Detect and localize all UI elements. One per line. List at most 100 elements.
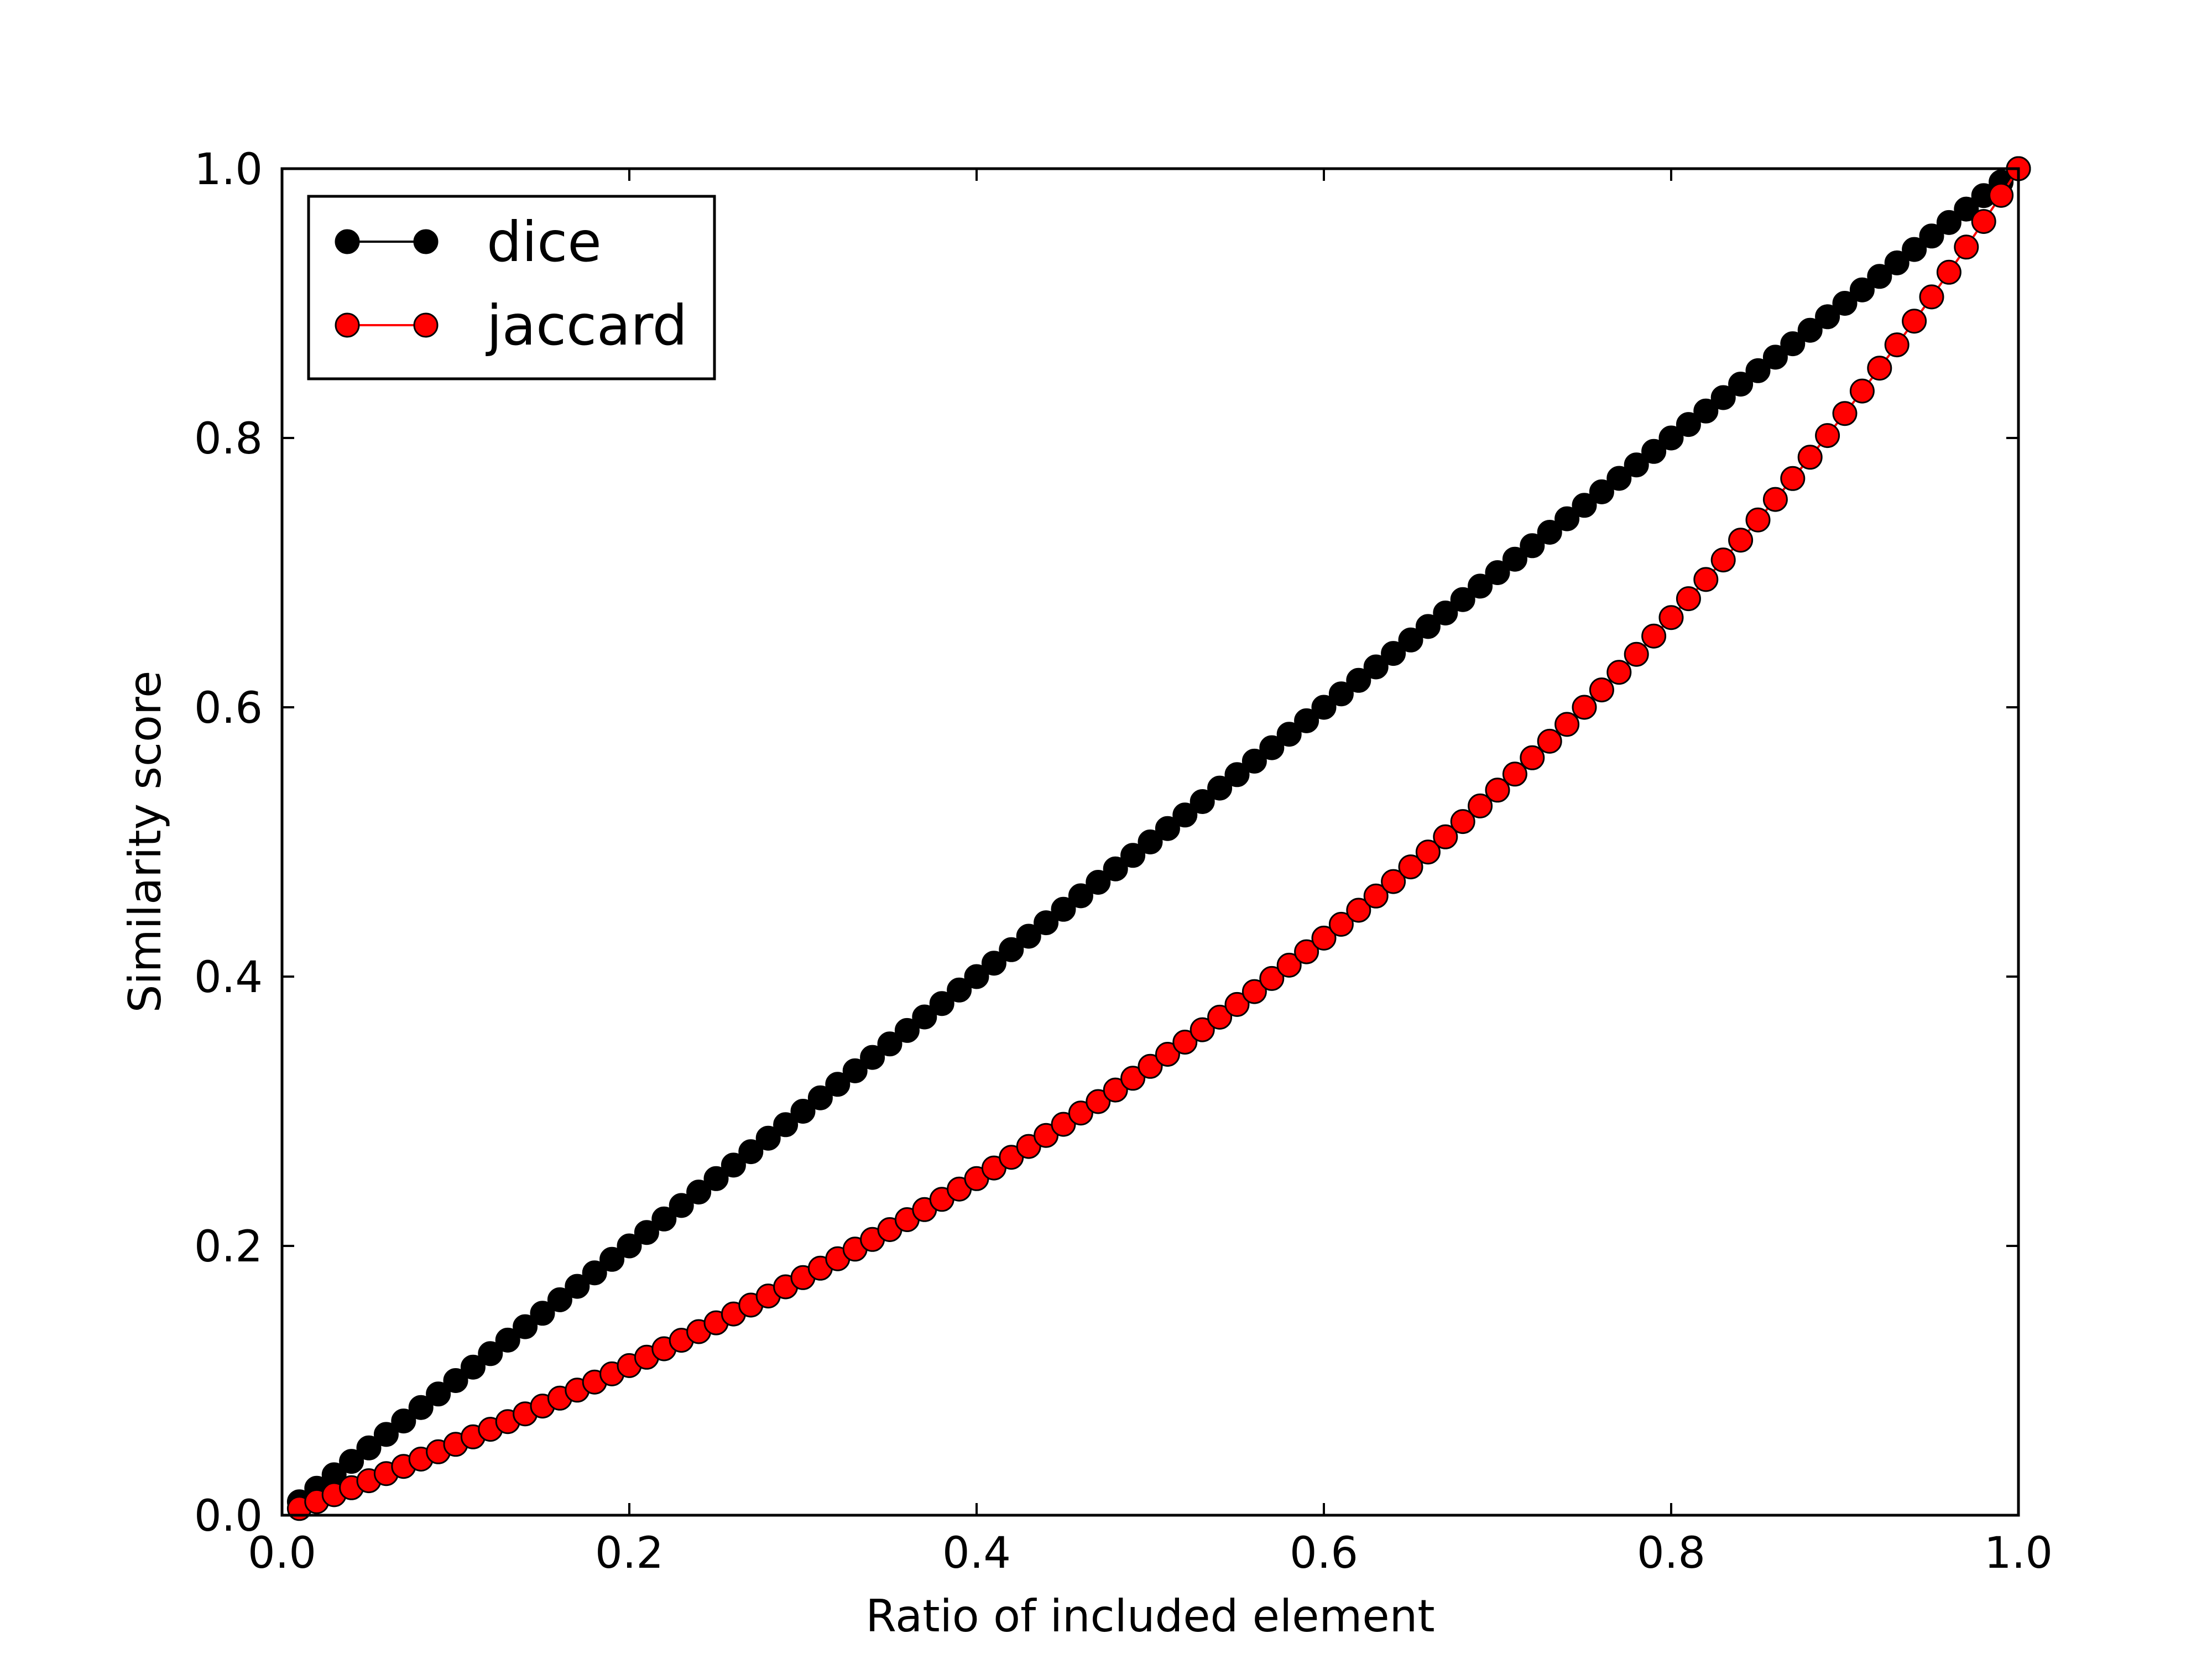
data-point-jaccard (1207, 1004, 1233, 1030)
data-point-dice (773, 1112, 799, 1138)
y-tick-label: 0.8 (194, 414, 263, 464)
data-point-jaccard (1624, 641, 1649, 667)
data-point-dice (1276, 722, 1302, 747)
legend-label-dice: dice (487, 210, 602, 274)
data-point-jaccard (1572, 695, 1597, 720)
data-point-dice (1155, 816, 1180, 841)
data-point-jaccard (1363, 883, 1389, 909)
data-point-jaccard (1328, 911, 1354, 937)
data-point-jaccard (1398, 854, 1423, 880)
data-point-jaccard (1919, 284, 1944, 310)
data-point-dice (513, 1314, 538, 1339)
legend-marker-dice (335, 229, 360, 254)
data-point-dice (1103, 856, 1128, 881)
data-point-jaccard (1658, 605, 1684, 630)
data-point-dice (947, 977, 972, 1003)
data-point-jaccard (1415, 839, 1441, 865)
data-point-dice (1606, 466, 1632, 491)
data-point-jaccard (1537, 728, 1562, 754)
data-point-jaccard (1989, 182, 2014, 208)
data-point-jaccard (1346, 898, 1371, 923)
data-point-dice (1241, 748, 1267, 774)
data-point-dice (1346, 667, 1371, 693)
data-point-jaccard (1606, 660, 1632, 685)
y-tick-label: 0.6 (194, 684, 263, 733)
series-jaccard (286, 156, 2031, 1521)
data-point-dice (634, 1220, 659, 1245)
legend: dice jaccard (307, 195, 716, 380)
data-point-dice (1849, 277, 1875, 302)
data-point-jaccard (1762, 487, 1788, 512)
data-point-dice (755, 1125, 781, 1151)
data-point-jaccard (1676, 586, 1701, 612)
data-point-dice (547, 1287, 572, 1312)
data-point-dice (1086, 870, 1111, 895)
data-point-dice (1068, 883, 1093, 909)
data-point-dice (1120, 843, 1146, 868)
series-layer (286, 156, 2031, 1521)
data-point-dice (825, 1072, 851, 1097)
data-point-dice (703, 1166, 729, 1191)
data-point-jaccard (1190, 1017, 1215, 1042)
data-point-dice (1034, 910, 1059, 936)
data-point-jaccard (1936, 259, 1961, 285)
data-point-dice (1815, 304, 1840, 330)
data-point-dice (1259, 735, 1285, 760)
data-point-jaccard (1589, 677, 1614, 703)
data-point-jaccard (1086, 1089, 1111, 1114)
data-point-dice (981, 951, 1006, 976)
data-point-jaccard (1780, 466, 1806, 491)
data-point-jaccard (1797, 445, 1823, 470)
x-tick-label: 0.8 (1637, 1528, 1705, 1578)
data-point-dice (1537, 520, 1562, 545)
data-point-dice (1641, 439, 1667, 464)
x-tick-label: 0.4 (942, 1528, 1011, 1578)
x-tick-label: 0.6 (1290, 1528, 1358, 1578)
data-point-dice (669, 1193, 694, 1218)
data-point-dice (999, 937, 1024, 962)
data-point-dice (1624, 452, 1649, 478)
y-tick-label: 0.2 (194, 1222, 263, 1272)
data-point-jaccard (1641, 623, 1667, 649)
data-point-dice (686, 1180, 712, 1205)
data-point-dice (495, 1327, 520, 1353)
x-axis-label: Ratio of included element (865, 1590, 1434, 1642)
data-point-dice (1554, 506, 1580, 531)
data-point-dice (478, 1341, 503, 1366)
data-point-dice (530, 1301, 555, 1326)
data-point-dice (1224, 762, 1250, 787)
legend-marker-jaccard (335, 312, 360, 338)
data-point-dice (1745, 358, 1771, 383)
y-tick-label: 1.0 (194, 145, 263, 195)
data-point-dice (1190, 789, 1215, 814)
data-point-dice (1016, 924, 1041, 949)
data-point-dice (1728, 372, 1754, 397)
data-point-dice (1572, 493, 1597, 518)
data-point-jaccard (1311, 925, 1337, 951)
data-point-dice (460, 1354, 486, 1380)
data-point-dice (339, 1449, 364, 1474)
data-point-jaccard (1832, 401, 1858, 426)
data-point-dice (426, 1381, 451, 1407)
y-tick-label: 0.0 (194, 1491, 263, 1541)
data-point-jaccard (1155, 1042, 1180, 1067)
x-tick-label: 0.0 (248, 1528, 316, 1578)
data-point-dice (738, 1139, 764, 1165)
axes-frame (280, 167, 2020, 1517)
x-tick-label: 0.2 (595, 1528, 664, 1578)
data-point-jaccard (1728, 528, 1754, 553)
data-point-dice (842, 1058, 868, 1083)
data-point-jaccard (1884, 332, 1910, 358)
series-dice (286, 156, 2031, 1515)
x-tick-label: 1.0 (1984, 1528, 2053, 1578)
data-point-jaccard (1468, 793, 1493, 818)
data-point-jaccard (1120, 1066, 1146, 1091)
data-point-dice (1710, 385, 1736, 410)
data-point-dice (1832, 291, 1858, 316)
data-point-dice (1328, 681, 1354, 707)
y-tick-label: 0.4 (194, 953, 263, 1003)
data-point-dice (1762, 345, 1788, 370)
data-point-dice (1363, 654, 1389, 680)
data-point-jaccard (1138, 1053, 1163, 1079)
